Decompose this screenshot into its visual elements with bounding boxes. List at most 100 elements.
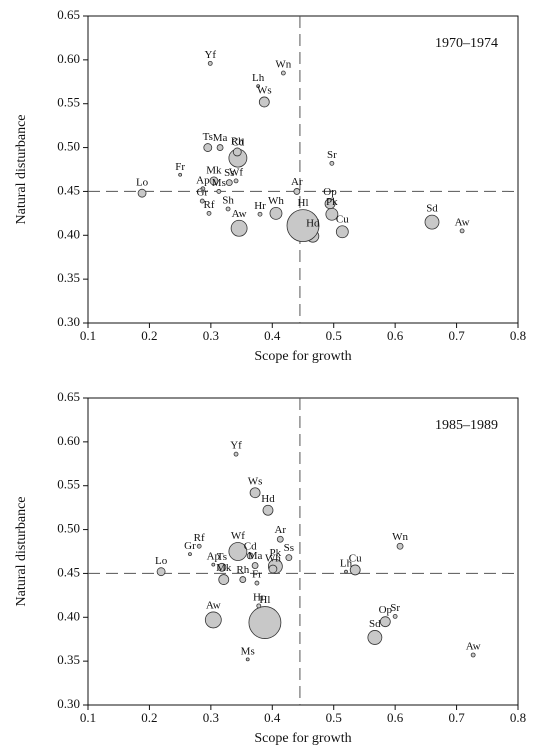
x-tick-label: 0.7	[448, 328, 465, 343]
x-tick-label: 0.1	[80, 328, 96, 343]
point-label: Ss	[224, 167, 234, 179]
bubble	[203, 143, 213, 152]
point-label: Rh	[231, 135, 244, 147]
x-tick-label: 0.8	[510, 328, 526, 343]
x-tick-label: 0.7	[448, 710, 465, 725]
point-label: Aw	[455, 216, 470, 228]
bubble	[207, 60, 213, 66]
point-label: Ar	[291, 176, 303, 188]
point-label: Cu	[336, 213, 349, 225]
point-label: Sr	[327, 149, 337, 161]
point-label: Hd	[261, 493, 275, 505]
y-tick-label: 0.60	[57, 51, 80, 66]
point-label: Hr	[254, 200, 266, 212]
point-label: Aw	[466, 641, 481, 653]
y-tick-label: 0.35	[57, 270, 80, 285]
bubble	[225, 206, 231, 212]
bubble	[239, 576, 247, 583]
bubble	[233, 451, 239, 457]
point-label: Cd	[231, 137, 244, 149]
bubble	[225, 179, 233, 187]
point-label: Sd	[426, 203, 438, 215]
point-label: Op	[323, 186, 337, 198]
point-label: Wh	[268, 195, 284, 207]
bubble	[204, 611, 222, 629]
point-label: Lh	[252, 72, 265, 84]
point-label: Hd	[306, 218, 320, 230]
y-tick-label: 0.65	[57, 389, 80, 404]
x-tick-label: 0.3	[203, 328, 219, 343]
bubble	[196, 543, 202, 549]
bubble	[367, 630, 383, 645]
point-label: Wf	[229, 166, 243, 178]
point-label: Sh	[222, 195, 234, 207]
bubble	[233, 178, 239, 184]
bubble	[228, 542, 248, 561]
bubble	[256, 84, 261, 89]
bubble	[470, 652, 476, 658]
point-label: Rf	[194, 532, 205, 544]
panel-label: 1985–1989	[435, 418, 498, 433]
y-tick-label: 0.45	[57, 182, 80, 197]
y-tick-label: 0.45	[57, 564, 80, 579]
point-label: Pk	[326, 196, 338, 208]
point-label: Sr	[390, 602, 400, 614]
point-label: Hl	[298, 197, 309, 209]
point-label: Yf	[204, 49, 216, 61]
bubble	[248, 606, 282, 639]
bubble	[262, 504, 274, 516]
bubble	[251, 562, 259, 569]
bubble	[285, 554, 293, 562]
point-label: Ms	[241, 645, 255, 657]
panel-label: 1970–1974	[435, 36, 498, 51]
point-label: Wn	[275, 59, 291, 71]
bubble	[396, 542, 404, 550]
y-axis-label: Natural disturbance	[14, 496, 29, 606]
bubble	[344, 569, 348, 574]
y-tick-label: 0.60	[57, 433, 80, 448]
bubble	[286, 209, 320, 243]
point-label: Wh	[265, 553, 281, 565]
point-label: Ts	[203, 131, 213, 143]
bubble	[232, 147, 242, 157]
x-tick-label: 0.3	[203, 710, 219, 725]
y-tick-label: 0.50	[57, 139, 80, 154]
y-tick-label: 0.30	[57, 696, 80, 711]
x-tick-label: 0.6	[387, 328, 404, 343]
x-axis-label: Scope for growth	[254, 349, 351, 364]
point-label: Ma	[213, 132, 228, 144]
bubble	[216, 144, 224, 151]
point-label: Hr	[253, 591, 265, 603]
point-label: Ts	[217, 551, 227, 563]
bubble	[459, 228, 465, 234]
x-tick-label: 0.1	[80, 710, 96, 725]
point-label: Fr	[175, 161, 185, 173]
bubble	[137, 188, 147, 198]
point-label: Rf	[204, 199, 215, 211]
y-tick-label: 0.40	[57, 226, 80, 241]
bubble	[249, 487, 261, 499]
x-tick-label: 0.4	[264, 328, 281, 343]
point-label: Mk	[216, 562, 232, 574]
bubble	[206, 210, 212, 216]
plot-frame	[87, 397, 519, 706]
bubble	[218, 574, 230, 585]
point-label: Mk	[206, 164, 222, 176]
point-label: Rh	[236, 564, 249, 576]
bubble	[276, 535, 284, 543]
point-label: Ap	[196, 174, 210, 186]
y-tick-label: 0.55	[57, 95, 80, 110]
point-label: Hl	[259, 594, 270, 606]
bubble	[392, 614, 398, 619]
point-label: Gr	[184, 540, 196, 552]
bubble	[349, 564, 361, 576]
bubble	[209, 176, 219, 186]
point-label: Cd	[244, 540, 257, 552]
y-tick-label: 0.50	[57, 521, 80, 536]
y-tick-label: 0.40	[57, 608, 80, 623]
bubble	[424, 214, 440, 230]
bubble	[324, 198, 336, 210]
y-axis-label: Natural disturbance	[14, 114, 29, 224]
point-label: Lo	[155, 555, 168, 567]
bubble	[257, 211, 263, 217]
